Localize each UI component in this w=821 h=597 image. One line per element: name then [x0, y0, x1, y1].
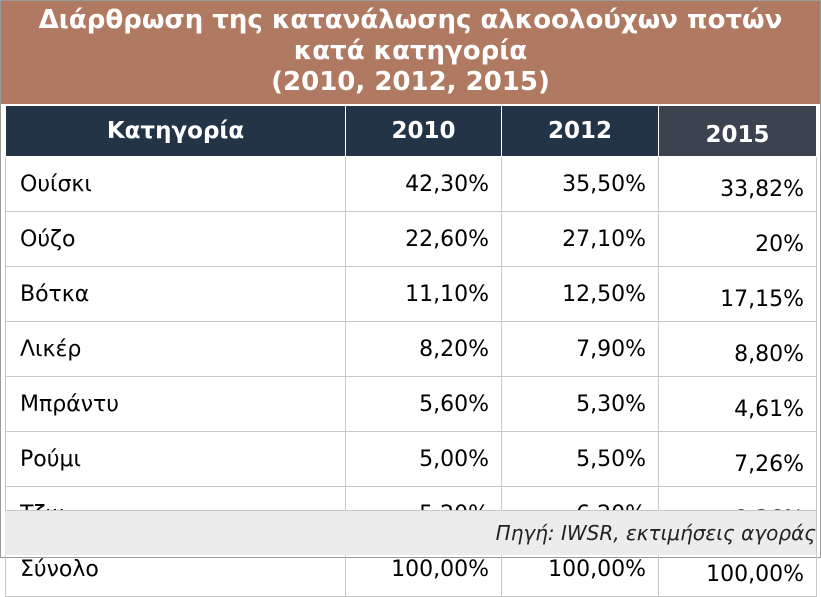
- row-category-cell: Λικέρ: [5, 321, 346, 377]
- row-category-cell: Ουίσκι: [5, 156, 346, 212]
- row-value-cell-2015: 7,26%: [658, 431, 817, 487]
- row-category-cell: Βότκα: [5, 266, 346, 322]
- title-line-2: κατά κατηγορία: [293, 36, 528, 66]
- header-2015: 2015: [658, 105, 817, 157]
- row-value-cell-2012: 7,90%: [501, 321, 659, 377]
- source-footer: Πηγή: IWSR, εκτιμήσεις αγοράς: [5, 510, 816, 555]
- row-value-cell-2010: 5,60%: [345, 376, 502, 432]
- table-row: Ούζο 22,60% 27,10% 20%: [5, 211, 817, 267]
- header-category: Κατηγορία: [5, 105, 346, 157]
- row-value-cell-2010: 11,10%: [345, 266, 502, 322]
- header-2012: 2012: [501, 105, 659, 157]
- table-row: Βότκα 11,10% 12,50% 17,15%: [5, 266, 817, 322]
- title-line-3: (2010, 2012, 2015): [271, 67, 550, 97]
- row-value-cell-2015: 8,80%: [658, 321, 817, 377]
- table-row: Ρούμι 5,00% 5,50% 7,26%: [5, 431, 817, 487]
- row-value-cell-2012: 35,50%: [501, 156, 659, 212]
- row-value-cell-2010: 42,30%: [345, 156, 502, 212]
- row-category-cell: Ούζο: [5, 211, 346, 267]
- table-row: Ουίσκι 42,30% 35,50% 33,82%: [5, 156, 817, 212]
- row-value-cell-2012: 5,30%: [501, 376, 659, 432]
- row-value-cell-2012: 12,50%: [501, 266, 659, 322]
- row-value-cell-2015: 17,15%: [658, 266, 817, 322]
- row-value-cell-2010: 5,00%: [345, 431, 502, 487]
- row-value-cell-2015: 33,82%: [658, 156, 817, 212]
- row-value-cell-2010: 22,60%: [345, 211, 502, 267]
- title-line-1: Διάρθρωση της κατανάλωσης αλκοολούχων πο…: [38, 5, 783, 35]
- table-row: Μπράντυ 5,60% 5,30% 4,61%: [5, 376, 817, 432]
- row-value-cell-2015: 20%: [658, 211, 817, 267]
- row-value-cell-2015: 4,61%: [658, 376, 817, 432]
- header-row: Κατηγορία 2010 2012 2015: [5, 105, 817, 157]
- row-value-cell-2012: 27,10%: [501, 211, 659, 267]
- table-title: Διάρθρωση της κατανάλωσης αλκοολούχων πο…: [1, 1, 820, 104]
- row-value-cell-2012: 5,50%: [501, 431, 659, 487]
- row-category-cell: Μπράντυ: [5, 376, 346, 432]
- table-row: Λικέρ 8,20% 7,90% 8,80%: [5, 321, 817, 377]
- row-category-cell: Ρούμι: [5, 431, 346, 487]
- row-value-cell-2010: 8,20%: [345, 321, 502, 377]
- source-note: Πηγή: IWSR, εκτιμήσεις αγοράς: [495, 521, 816, 545]
- header-2010: 2010: [345, 105, 502, 157]
